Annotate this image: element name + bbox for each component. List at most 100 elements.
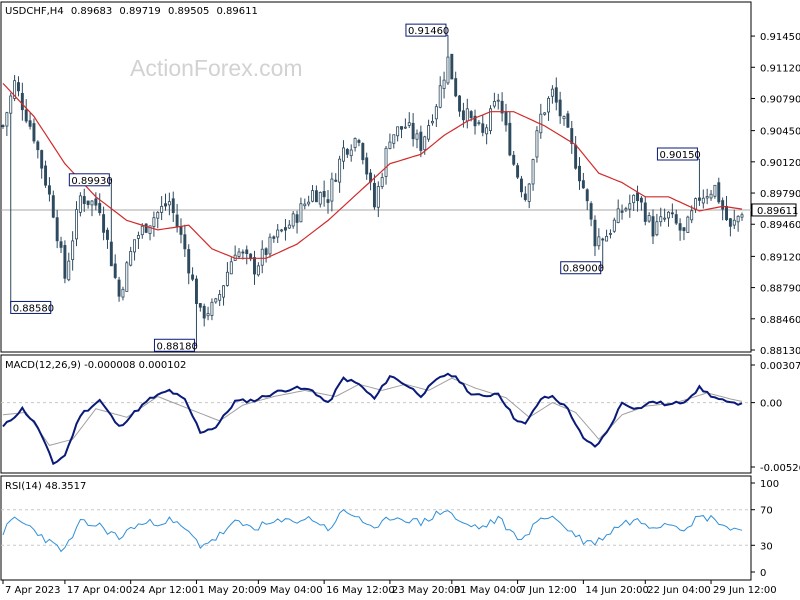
candle	[388, 133, 392, 150]
candle	[554, 77, 558, 111]
candle	[597, 228, 601, 250]
candle	[578, 157, 581, 190]
candle	[24, 99, 28, 124]
candle	[175, 203, 179, 233]
candle	[601, 237, 605, 268]
candle	[253, 250, 256, 285]
candle	[535, 126, 539, 163]
price-header: USDCHF,H4 0.89683 0.89719 0.89505 0.8961…	[5, 6, 258, 17]
price-callout: 0.90150	[656, 147, 701, 161]
candle	[663, 208, 667, 222]
candle	[667, 211, 670, 227]
price-y-tick-label: 0.88460	[760, 315, 800, 326]
candle	[13, 75, 17, 102]
candle	[697, 158, 701, 206]
candle	[342, 140, 345, 170]
candle	[612, 217, 616, 233]
candle	[442, 71, 446, 99]
candle	[570, 120, 574, 154]
candle	[9, 92, 13, 308]
candle	[558, 91, 562, 124]
candle	[28, 113, 32, 130]
candle	[682, 227, 686, 241]
candle	[291, 211, 295, 229]
callout-label: 0.88580	[13, 303, 54, 314]
candle	[98, 193, 102, 216]
x-tick-label: 17 Apr 04:00	[67, 585, 132, 596]
candle	[628, 194, 632, 218]
price-callout: 0.89930	[68, 173, 113, 187]
price-y-tick-label: 0.90120	[760, 158, 800, 169]
x-tick-label: 31 May 04:00	[454, 585, 523, 596]
candle	[519, 175, 523, 198]
macd-y-tick-label: 0.00	[760, 399, 782, 410]
candle	[90, 200, 94, 217]
x-tick-label: 9 May 04:00	[260, 585, 322, 596]
candle	[194, 275, 198, 346]
price-callout: 0.89000	[560, 261, 604, 275]
candle	[659, 207, 663, 227]
candle	[160, 196, 164, 221]
candle	[411, 113, 415, 147]
candle	[156, 211, 160, 229]
macd-header: MACD(12,26,9) -0.000008 0.000102	[5, 360, 186, 371]
candle	[357, 138, 361, 147]
candle	[376, 181, 380, 218]
candle	[55, 209, 59, 249]
candle	[566, 110, 570, 128]
candle	[353, 137, 357, 152]
x-tick-label: 7 Apr 2023	[5, 585, 60, 596]
callout-label: 0.88180	[156, 341, 197, 352]
rsi-line	[2, 509, 743, 553]
candle	[47, 177, 51, 202]
candle	[632, 194, 636, 211]
candle	[400, 126, 403, 139]
candle	[624, 206, 628, 213]
candle	[581, 172, 585, 189]
candle	[562, 115, 566, 126]
candle	[407, 112, 411, 129]
candle	[670, 203, 674, 219]
candle	[20, 82, 24, 121]
price-y-tick-label: 0.89460	[760, 220, 800, 231]
candle	[384, 146, 388, 185]
candle	[678, 218, 682, 241]
rsi-panel[interactable]	[0, 475, 752, 581]
price-panel[interactable]	[0, 1, 752, 353]
price-y-tick-label: 0.89120	[760, 252, 800, 263]
candle	[349, 144, 353, 162]
candle	[721, 197, 725, 221]
candle	[171, 191, 175, 223]
candle	[276, 224, 280, 244]
candle	[717, 177, 721, 204]
candle	[438, 76, 442, 109]
candle	[686, 215, 690, 233]
candle	[218, 289, 222, 307]
candle	[326, 190, 330, 214]
candle	[431, 114, 434, 126]
x-tick-label: 29 Jun 12:00	[713, 585, 777, 596]
macd-panel[interactable]	[0, 354, 752, 474]
candle	[187, 244, 191, 285]
candle	[585, 188, 589, 211]
candle	[547, 96, 551, 121]
candle	[299, 197, 303, 223]
close-value: 0.89611	[217, 6, 258, 17]
candle	[117, 276, 121, 302]
candle	[152, 211, 156, 237]
candle	[164, 193, 167, 211]
candle	[260, 240, 264, 274]
x-tick-label: 1 May 20:00	[198, 585, 260, 596]
price-callout: 0.88180	[153, 338, 198, 352]
candle	[307, 195, 311, 207]
macd-line	[2, 372, 743, 466]
candle	[605, 229, 609, 242]
candle	[229, 257, 233, 275]
candle	[620, 204, 624, 220]
x-tick-label: 24 Apr 12:00	[133, 585, 198, 596]
rsi-y-tick-label: 100	[760, 479, 779, 490]
candle	[705, 188, 709, 205]
candle	[338, 155, 342, 193]
candle	[113, 254, 117, 280]
candle	[206, 306, 210, 321]
